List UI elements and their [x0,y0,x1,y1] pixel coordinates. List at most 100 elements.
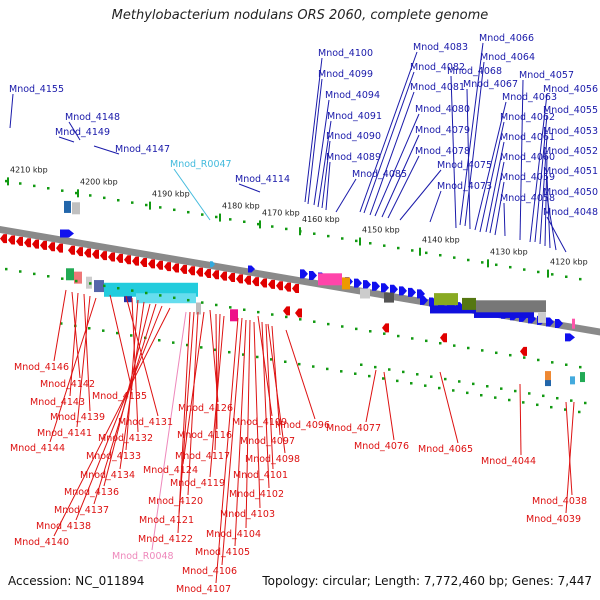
ruler-dot [243,308,246,312]
ruler-dot [467,258,470,262]
ruler-dot [467,346,470,350]
kbp-label: 4140 kbp [422,236,460,245]
leader-line [304,57,323,203]
ruler-dot [430,375,433,378]
gene-label: Mnod_4081 [410,82,465,93]
reverse-gene-arrow [244,275,251,285]
ruler-dot [103,196,106,200]
gene-label: Mnod_4075 [437,160,492,171]
reverse-gene-arrow [212,270,219,280]
ruler-dot [145,291,148,295]
ruler-dot [355,239,358,243]
ruler-dot [131,201,134,204]
category-block [196,302,201,315]
gene-label: Mnod_4061 [500,132,555,143]
kbp-label: 4150 kbp [362,225,400,234]
forward-gene-arrow [60,229,74,238]
ruler-dot [536,403,539,407]
gene-label: Mnod_4079 [415,125,470,136]
ruler-dot [481,261,484,264]
kbp-label: 4200 kbp [80,177,118,186]
ruler-dot [117,286,120,290]
ruler-dot [173,296,176,300]
forward-gene-arrow [555,318,563,328]
reverse-gene-arrow [172,263,179,273]
ruler-dot [495,263,498,267]
ruler-dot [369,242,372,245]
leader-line [474,101,507,231]
ruler-dot [514,389,517,393]
gene-label: Mnod_R0048 [112,551,174,562]
ruler-dot [257,222,260,226]
leader-line [519,383,522,456]
gene-label: Mnod_4141 [37,428,92,439]
gene-label: Mnod_4090 [326,131,381,142]
ruler-dot [354,372,357,375]
gene-label: Mnod_4131 [118,417,173,428]
gene-label: Mnod_4133 [86,451,141,462]
leader-line [93,145,120,155]
leader-line [489,161,505,234]
gene-label: Mnod_4140 [14,537,69,548]
ruler-dot [522,401,525,404]
ruler-dot [284,360,287,364]
ruler-dot [215,303,218,307]
gene-label: Mnod_4135 [92,391,147,402]
ruler-dot [500,387,503,390]
ruler-dot [187,298,190,302]
ruler-dot [243,220,246,224]
ruler-dot [89,194,92,197]
ruler-dot [145,203,148,207]
gene-label: Mnod_4050 [543,187,598,198]
forward-gene-arrow [408,287,416,297]
leader-line [565,401,573,496]
ruler-dot [187,210,190,214]
leader-line [267,323,286,454]
ruler-dot [172,341,175,344]
ruler-dot [397,246,400,250]
gene-label: Mnod_4059 [500,172,555,183]
gene-label: Mnod_4094 [325,90,380,101]
reverse-gene-arrow [252,277,259,287]
ruler-dot [186,343,189,347]
ruler-dot [326,367,329,371]
ruler-dot [201,213,204,216]
ruler-dot [374,365,377,369]
ruler-dot [61,277,64,280]
gene-label: Mnod_4055 [543,105,598,116]
leader-line [234,319,247,547]
category-block [384,292,394,303]
ruler-dot [368,374,371,378]
map-title: Methylobacterium nodulans ORS 2060, comp… [111,8,489,23]
gene-label: Mnod_4142 [40,379,95,390]
forward-gene-arrow [372,281,380,291]
ruler-dot [537,270,540,274]
ruler-dot [158,338,161,342]
leader-line [383,371,395,441]
category-block [136,293,196,304]
gene-label: Mnod_4146 [14,362,69,373]
leader-line [221,317,243,566]
reverse-gene-arrow [228,273,235,283]
gene-label: Mnod_4121 [139,515,194,526]
reverse-gene-arrow [284,282,291,292]
ruler-dot [173,208,176,212]
reverse-gene-arrow [140,258,147,268]
category-block [318,273,342,286]
ruler-dot [579,365,582,369]
gene-label: Mnod_4098 [245,454,300,465]
gene-label: Mnod_4147 [115,144,170,155]
leader-line [58,136,75,143]
ruler-dot [579,277,582,281]
category-block [545,371,551,382]
ruler-dot [425,251,428,255]
gene-label: Mnod_4134 [80,470,135,481]
gene-label: Mnod_4116 [177,430,232,441]
category-block [580,372,585,383]
gene-label: Mnod_4107 [176,584,231,595]
gene-label: Mnod_4052 [543,146,598,157]
ruler-dot [5,179,8,183]
leader-line [546,175,551,249]
leader-line [103,303,151,487]
reverse-gene-arrow [220,271,227,281]
